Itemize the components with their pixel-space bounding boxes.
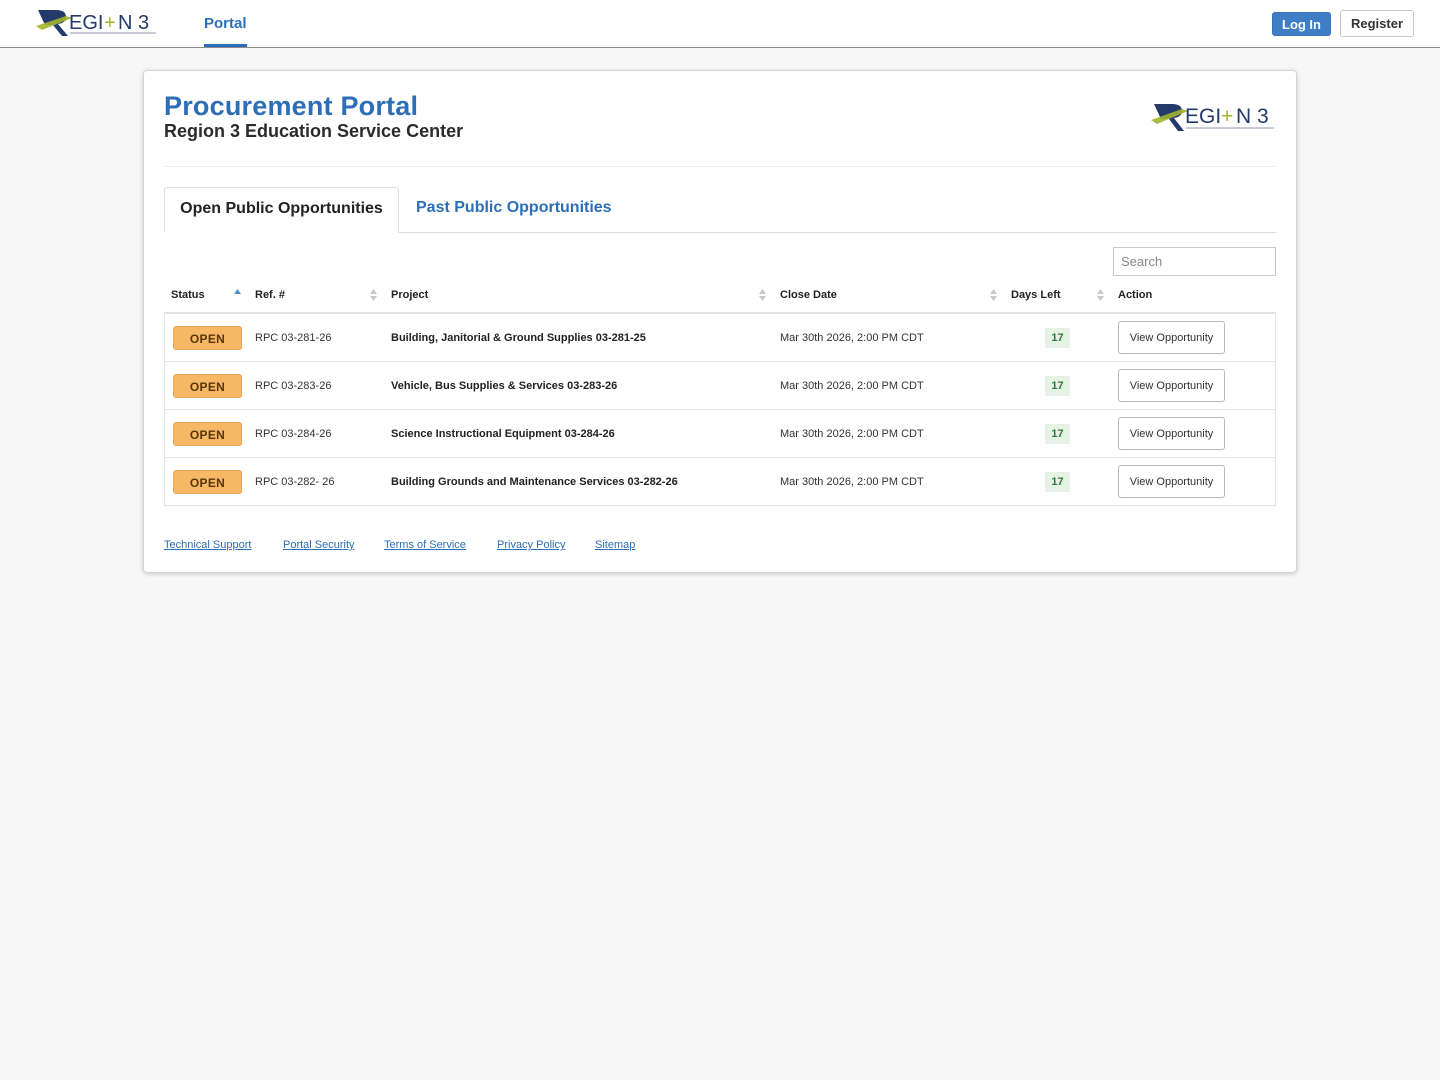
sort-both-icon[interactable] <box>1097 288 1104 302</box>
table-header: Status Ref. # Project Close Date Days Le… <box>164 279 1276 314</box>
svg-text:N 3: N 3 <box>118 12 149 34</box>
project-cell: Vehicle, Bus Supplies & Services 03-283-… <box>391 380 618 392</box>
svg-text:EGI: EGI <box>69 12 103 34</box>
nav-portal-link[interactable]: Portal <box>204 0 247 47</box>
project-cell: Building Grounds and Maintenance Service… <box>391 476 678 488</box>
ref-cell: RPC 03-281-26 <box>255 332 332 344</box>
sort-both-icon[interactable] <box>370 288 377 302</box>
column-header-close-date[interactable]: Close Date <box>780 289 837 301</box>
days-left-badge: 17 <box>1045 424 1070 444</box>
table-row: OPEN RPC 03-281-26 Building, Janitorial … <box>165 314 1275 362</box>
status-badge: OPEN <box>173 422 242 446</box>
days-left-badge: 17 <box>1045 472 1070 492</box>
close-date-cell: Mar 30th 2026, 2:00 PM CDT <box>780 476 924 488</box>
close-date-cell: Mar 30th 2026, 2:00 PM CDT <box>780 428 924 440</box>
footer-link-portal-security[interactable]: Portal Security <box>283 539 355 551</box>
register-button[interactable]: Register <box>1340 10 1414 37</box>
column-header-status[interactable]: Status <box>171 289 205 301</box>
portal-card: Procurement Portal Region 3 Education Se… <box>143 70 1297 573</box>
column-header-days-left[interactable]: Days Left <box>1011 289 1061 301</box>
view-opportunity-button[interactable]: View Opportunity <box>1118 465 1225 498</box>
table-body: OPEN RPC 03-281-26 Building, Janitorial … <box>164 314 1276 506</box>
search-input[interactable] <box>1113 247 1276 276</box>
ref-cell: RPC 03-282- 26 <box>255 476 335 488</box>
column-header-action: Action <box>1118 289 1153 301</box>
sort-asc-icon[interactable] <box>234 288 241 302</box>
sort-both-icon[interactable] <box>759 288 766 302</box>
opportunities-table: Status Ref. # Project Close Date Days Le… <box>164 279 1276 506</box>
column-header-project[interactable]: Project <box>391 289 429 301</box>
days-left-badge: 17 <box>1045 376 1070 396</box>
top-navbar: EGI + N 3 Portal Log In Register <box>0 0 1440 48</box>
column-header-ref[interactable]: Ref. # <box>255 289 285 301</box>
tab-past-opportunities[interactable]: Past Public Opportunities <box>416 199 612 216</box>
days-left-badge: 17 <box>1045 328 1070 348</box>
project-cell: Building, Janitorial & Ground Supplies 0… <box>391 332 646 344</box>
svg-text:+: + <box>1221 105 1233 128</box>
tab-open-opportunities[interactable]: Open Public Opportunities <box>164 187 399 233</box>
page-title: Procurement Portal <box>164 91 419 121</box>
footer-link-privacy-policy[interactable]: Privacy Policy <box>497 539 566 551</box>
table-row: OPEN RPC 03-283-26 Vehicle, Bus Supplies… <box>165 362 1275 410</box>
status-badge: OPEN <box>173 326 242 350</box>
table-row: OPEN RPC 03-282- 26 Building Grounds and… <box>165 458 1275 505</box>
ref-cell: RPC 03-284-26 <box>255 428 332 440</box>
svg-text:EGI: EGI <box>1185 105 1221 128</box>
svg-text:N 3: N 3 <box>1236 105 1269 128</box>
region3-logo: EGI + N 3 <box>1151 104 1274 131</box>
status-badge: OPEN <box>173 470 242 494</box>
footer-link-technical-support[interactable]: Technical Support <box>164 539 252 551</box>
table-row: OPEN RPC 03-284-26 Science Instructional… <box>165 410 1275 458</box>
view-opportunity-button[interactable]: View Opportunity <box>1118 369 1225 402</box>
ref-cell: RPC 03-283-26 <box>255 380 332 392</box>
view-opportunity-button[interactable]: View Opportunity <box>1118 321 1225 354</box>
region3-logo[interactable]: EGI + N 3 <box>36 6 160 38</box>
footer-link-terms-of-service[interactable]: Terms of Service <box>384 539 466 551</box>
login-button[interactable]: Log In <box>1272 12 1331 36</box>
project-cell: Science Instructional Equipment 03-284-2… <box>391 428 615 440</box>
opportunity-tabs: Open Public Opportunities Past Public Op… <box>164 187 1276 233</box>
footer-link-sitemap[interactable]: Sitemap <box>595 539 636 551</box>
close-date-cell: Mar 30th 2026, 2:00 PM CDT <box>780 332 924 344</box>
status-badge: OPEN <box>173 374 242 398</box>
view-opportunity-button[interactable]: View Opportunity <box>1118 417 1225 450</box>
page-subtitle: Region 3 Education Service Center <box>164 121 464 141</box>
title-divider <box>164 166 1276 167</box>
sort-both-icon[interactable] <box>990 288 997 302</box>
svg-text:+: + <box>104 12 116 34</box>
close-date-cell: Mar 30th 2026, 2:00 PM CDT <box>780 380 924 392</box>
